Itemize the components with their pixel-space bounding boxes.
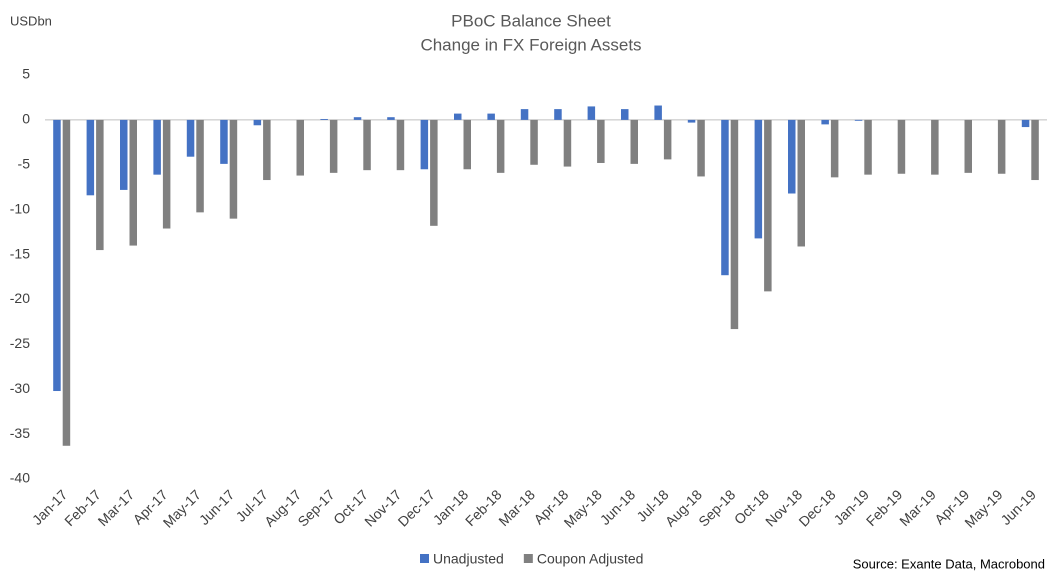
x-tick-label: Jun-18 (597, 486, 639, 528)
x-tick-label: Mar-18 (495, 486, 538, 529)
bar (96, 119, 104, 251)
y-tick-label: -35 (10, 425, 30, 441)
y-tick-label: 0 (22, 111, 30, 127)
bar (387, 117, 395, 120)
bar (162, 119, 171, 229)
bar (296, 119, 304, 176)
bar (964, 119, 972, 173)
bar (62, 119, 71, 446)
x-tick-label: Sep-18 (695, 486, 738, 529)
bar (53, 119, 61, 392)
bar (329, 119, 338, 173)
bar (764, 119, 772, 292)
bar (897, 119, 906, 174)
bar (687, 119, 696, 123)
x-tick-label: Dec-18 (795, 486, 838, 529)
bar (1021, 119, 1030, 128)
bar (663, 119, 672, 160)
bar (864, 119, 872, 175)
x-tick-label: Feb-18 (462, 486, 505, 529)
legend-swatch (523, 554, 533, 563)
bar (253, 119, 262, 126)
y-axis-label: USDbn (10, 13, 52, 28)
x-tick-label: May-18 (561, 486, 605, 530)
bar (496, 119, 505, 173)
bar (630, 119, 638, 164)
x-tick-label: Feb-17 (61, 486, 104, 529)
bar (597, 119, 605, 163)
bar (186, 119, 195, 157)
bar (554, 109, 562, 120)
bar (353, 117, 362, 120)
bar (721, 119, 729, 276)
bar (854, 119, 863, 121)
x-tick-label: Mar-19 (896, 486, 939, 529)
chart-subtitle: Change in FX Foreign Assets (420, 35, 641, 54)
legend-label: Coupon Adjusted (537, 551, 644, 567)
bar (487, 113, 495, 120)
y-tick-label: -25 (10, 335, 30, 351)
x-tick-label: Dec-17 (395, 486, 438, 529)
bar (697, 119, 705, 177)
bar (196, 119, 204, 213)
x-tick-label: Jun-19 (997, 486, 1039, 528)
x-tick-label: Feb-19 (863, 486, 906, 529)
x-tick-label: Jun-17 (196, 486, 238, 528)
bar (797, 119, 805, 247)
bar (830, 119, 839, 178)
bar (420, 119, 429, 170)
bar (654, 105, 662, 120)
y-tick-label: -15 (10, 245, 30, 261)
legend-swatch (420, 554, 429, 563)
bar (463, 119, 471, 170)
x-tick-label: Sep-17 (294, 486, 337, 529)
bar (788, 119, 796, 194)
y-tick-label: 5 (22, 66, 30, 82)
bar (86, 119, 95, 196)
bar (754, 119, 763, 239)
bar (1031, 119, 1039, 181)
y-tick-label: -40 (10, 470, 30, 486)
bar (454, 113, 462, 120)
bar (430, 119, 438, 226)
bar (120, 119, 128, 190)
chart-title: PBoC Balance Sheet (451, 11, 611, 30)
y-tick-label: -20 (10, 290, 30, 306)
x-tick-label: May-19 (961, 486, 1005, 530)
bar (587, 106, 596, 120)
y-tick-label: -5 (18, 155, 31, 171)
bar (263, 119, 271, 181)
bar (229, 119, 238, 219)
bar (621, 109, 629, 120)
bar (931, 119, 939, 175)
bar (320, 118, 328, 120)
bar (129, 119, 137, 246)
bar (520, 109, 529, 120)
bar (821, 119, 829, 125)
bar (563, 119, 572, 167)
legend-label: Unadjusted (433, 551, 504, 567)
source: Source: Exante Data, Macrobond (853, 556, 1045, 571)
x-tick-label: May-17 (160, 486, 204, 530)
bar (153, 119, 161, 175)
x-tick-label: Mar-17 (95, 486, 138, 529)
bar (997, 119, 1006, 174)
y-tick-label: -30 (10, 380, 30, 396)
bar (530, 119, 538, 165)
bar (396, 119, 405, 171)
y-tick-label: -10 (10, 200, 30, 216)
bar (220, 119, 228, 164)
bar (363, 119, 371, 171)
bar (730, 119, 739, 330)
